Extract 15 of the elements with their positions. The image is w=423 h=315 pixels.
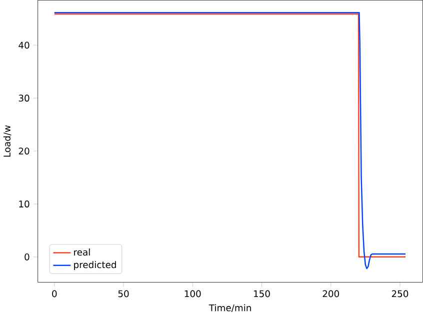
y-tick-label: 0: [24, 253, 30, 260]
legend-label: real: [74, 248, 90, 256]
y-tick-label: 30: [18, 94, 30, 102]
x-tick-label: 50: [118, 290, 129, 297]
x-tick-label: 250: [392, 290, 408, 297]
y-axis-title: Load/w: [3, 125, 12, 156]
legend-label: predicted: [74, 260, 116, 270]
y-tick-label: 20: [18, 147, 30, 154]
x-tick-label: 100: [184, 290, 201, 297]
y-tick-label: 40: [18, 42, 30, 48]
x-tick-label: 0: [52, 290, 57, 297]
x-tick-label: 150: [254, 290, 270, 297]
y-tick-label: 10: [19, 200, 30, 208]
x-tick-label: 200: [322, 290, 340, 297]
x-axis-title: Time/min: [208, 304, 251, 312]
